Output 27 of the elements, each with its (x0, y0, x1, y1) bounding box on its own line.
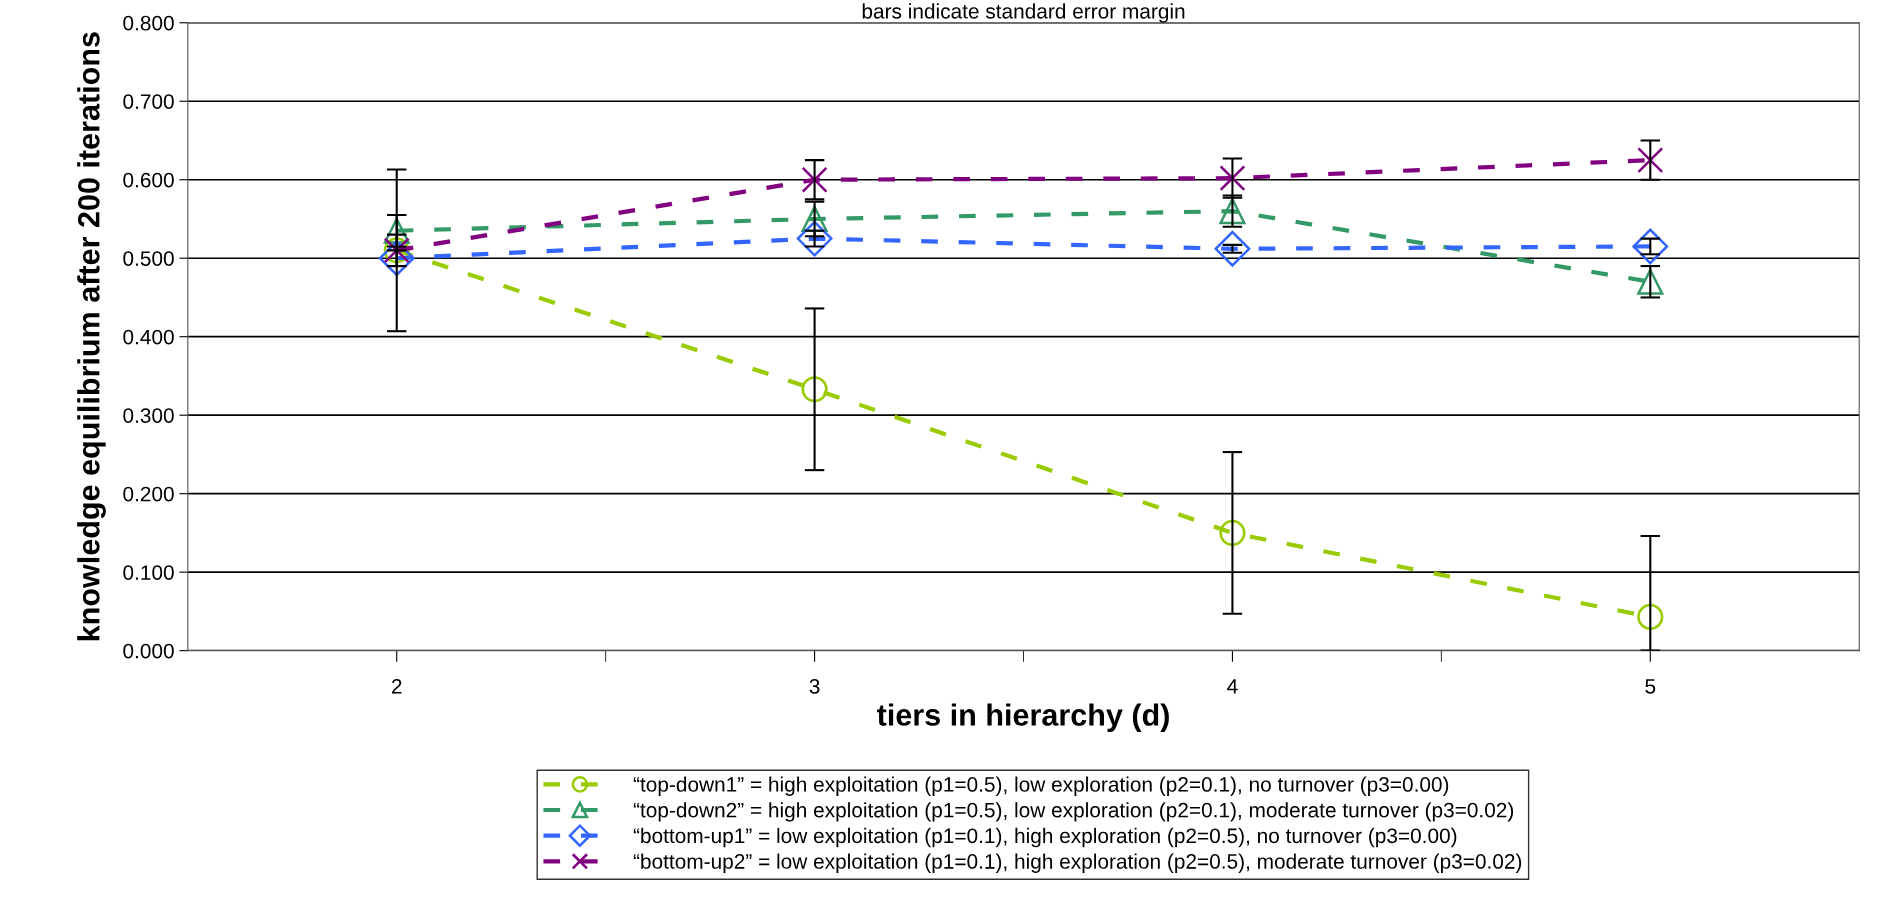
chart-title: bars indicate standard error margin (862, 3, 1185, 23)
x-tick-label: 2 (391, 678, 402, 694)
point (796, 220, 833, 257)
point (1214, 230, 1251, 267)
y-tick-label: 0.600 (123, 172, 174, 188)
legend-label: “bottom-up1” = low exploitation (p1=0.1), high exploration (p2=0.5), no turnover (p3=0.00) (633, 827, 1457, 848)
x-tick-label: 4 (1227, 679, 1238, 694)
x-axis-title: tiers in hierarchy (d) (877, 703, 1169, 732)
legend-label: “top-down1” = high exploitation (p1=0.5), low exploration (p2=0.1), no turnover (p3=0.00) (633, 776, 1449, 796)
legend-label: “bottom-up2” = low exploitation (p1=0.1), high exploration (p2=0.5), moderate turnover (p3=0.02) (633, 853, 1522, 873)
x-tick-label: 3 (809, 678, 820, 694)
y-axis-title: knowledge equilibrium after 200 iterations (77, 32, 106, 641)
legend-label: “top-down2” = high exploitation (p1=0.5), low exploration (p2=0.1), moderate turnover (p3=0.02) (633, 802, 1514, 822)
point (1219, 519, 1246, 546)
y-tick-label: 0.500 (123, 251, 174, 266)
y-tick-label: 0.700 (123, 94, 174, 109)
point (1219, 165, 1246, 192)
y-tick-label: 0.300 (123, 408, 174, 423)
x-tick-label: 5 (1645, 679, 1656, 694)
y-tick-label: 0.200 (123, 486, 174, 502)
y-tick-label: 0.800 (123, 15, 174, 31)
point (801, 376, 828, 403)
y-tick-label: 0.400 (123, 329, 174, 345)
y-tick-label: 0.000 (123, 643, 174, 659)
point (801, 166, 828, 193)
point (1637, 603, 1664, 630)
y-tick-label: 0.100 (123, 565, 174, 580)
